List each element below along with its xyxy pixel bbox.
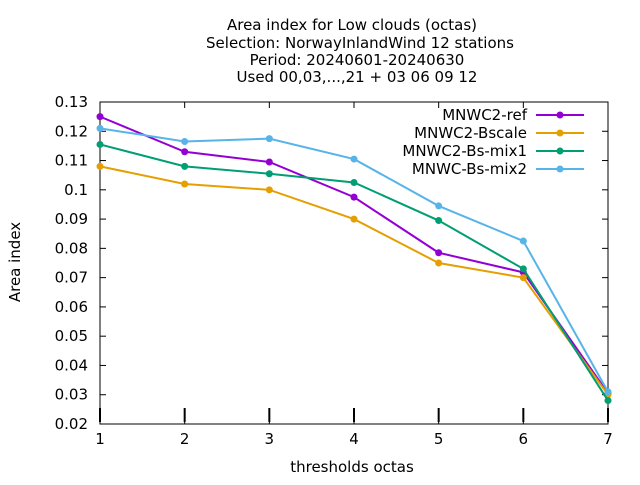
data-point-s2-1 xyxy=(181,162,189,170)
data-point-s2-6 xyxy=(604,397,612,405)
data-point-s3-6 xyxy=(604,388,612,396)
data-point-s2-4 xyxy=(435,217,443,225)
y-tick-label-1: 0.03 xyxy=(55,386,88,404)
y-tick-label-11: 0.13 xyxy=(55,93,88,111)
y-tick-label-7: 0.09 xyxy=(55,210,88,228)
data-point-s2-5 xyxy=(519,265,527,273)
x-tick-label-1: 2 xyxy=(180,430,190,448)
legend-marker-2 xyxy=(556,147,564,155)
data-point-s1-3 xyxy=(350,215,358,223)
data-point-s1-0 xyxy=(96,162,104,170)
data-point-s0-2 xyxy=(265,158,273,166)
x-tick-label-5: 6 xyxy=(519,430,529,448)
x-tick-label-3: 4 xyxy=(349,430,359,448)
data-point-s1-4 xyxy=(435,259,443,267)
x-tick-label-4: 5 xyxy=(434,430,444,448)
data-point-s1-1 xyxy=(181,180,189,188)
legend: MNWC2-refMNWC2-BscaleMNWC2-Bs-mix1MNWC-B… xyxy=(402,106,584,178)
y-tick-label-9: 0.11 xyxy=(55,152,88,170)
title-line-2: Selection: NorwayInlandWind 12 stations xyxy=(206,34,514,52)
data-point-s3-1 xyxy=(181,138,189,146)
data-point-s0-3 xyxy=(350,193,358,201)
legend-label-0: MNWC2-ref xyxy=(442,106,527,124)
x-tick-label-2: 3 xyxy=(265,430,275,448)
data-point-s0-1 xyxy=(181,148,189,156)
data-point-s3-3 xyxy=(350,155,358,163)
data-point-s3-5 xyxy=(519,237,527,245)
legend-label-3: MNWC-Bs-mix2 xyxy=(412,160,527,178)
x-axis-label: thresholds octas xyxy=(290,458,414,476)
y-tick-label-3: 0.05 xyxy=(55,327,88,345)
legend-marker-3 xyxy=(556,165,564,173)
y-tick-label-4: 0.06 xyxy=(55,298,88,316)
y-axis-label: Area index xyxy=(6,222,24,302)
chart-title: Area index for Low clouds (octas) Select… xyxy=(206,16,514,86)
x-tick-label-0: 1 xyxy=(95,430,105,448)
data-point-s3-4 xyxy=(435,202,443,210)
legend-marker-1 xyxy=(556,129,564,137)
data-point-s2-0 xyxy=(96,140,104,148)
data-point-s2-2 xyxy=(265,170,273,178)
data-point-s0-4 xyxy=(435,249,443,257)
plot-frame xyxy=(99,101,609,425)
data-point-s1-5 xyxy=(519,274,527,282)
data-point-s3-0 xyxy=(96,124,104,132)
title-line-1: Area index for Low clouds (octas) xyxy=(227,16,477,34)
data-point-s1-2 xyxy=(265,186,273,194)
legend-marker-0 xyxy=(556,111,564,119)
title-line-3: Period: 20240601-20240630 xyxy=(250,51,465,69)
y-tick-label-8: 0.1 xyxy=(64,181,88,199)
series-line-3 xyxy=(99,127,609,393)
plot-area: 0.02 0.03 0.04 0.05 0.06 0.07 0.08 0.09 0.1 0.11 0… xyxy=(55,93,613,448)
y-tick-label-6: 0.08 xyxy=(55,239,88,257)
data-point-s3-2 xyxy=(265,135,273,143)
data-point-s2-3 xyxy=(350,179,358,186)
legend-label-1: MNWC2-Bscale xyxy=(414,124,527,142)
legend-label-2: MNWC2-Bs-mix1 xyxy=(402,142,527,160)
data-point-s0-0 xyxy=(96,113,104,121)
title-line-4: Used 00,03,...,21 + 03 06 09 12 xyxy=(237,68,478,86)
y-tick-label-10: 0.12 xyxy=(55,122,88,140)
y-tick-label-5: 0.07 xyxy=(55,269,88,287)
y-tick-label-0: 0.02 xyxy=(55,415,88,433)
x-tick-label-6: 7 xyxy=(603,430,613,448)
y-tick-label-2: 0.04 xyxy=(55,356,88,374)
